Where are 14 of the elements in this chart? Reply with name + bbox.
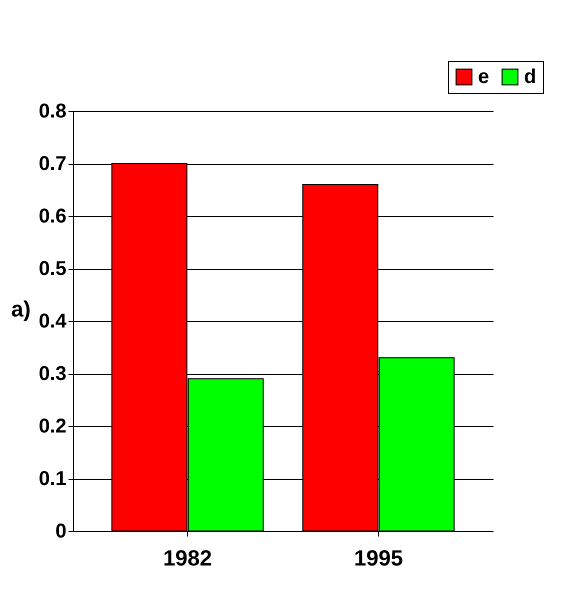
y-tick-label: 0.6 (38, 206, 66, 228)
legend-label: d (524, 66, 536, 88)
legend-label: e (478, 66, 490, 88)
x-tick-label: 1982 (163, 546, 212, 570)
y-tick-label: 0.5 (38, 258, 66, 280)
y-tick-label: 0.3 (38, 363, 66, 385)
y-axis-title: a) (11, 296, 31, 322)
x-tick-label: 1995 (354, 546, 403, 570)
y-tick-label: 0.8 (38, 100, 66, 122)
y-tick-label: 0.7 (38, 153, 66, 175)
y-tick-label: 0.1 (38, 468, 66, 490)
y-tick-label: 0.2 (38, 416, 66, 438)
y-tick-label: 0.4 (38, 310, 68, 332)
y-tick-label: 0 (55, 520, 66, 542)
